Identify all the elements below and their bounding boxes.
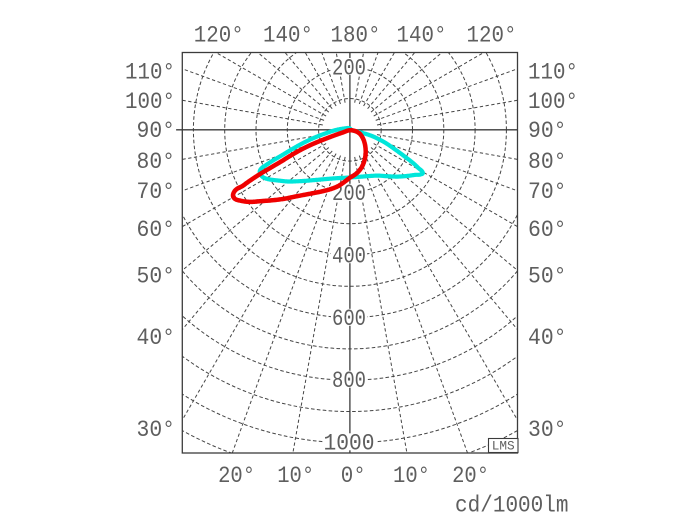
svg-text:100°: 100° — [125, 89, 175, 115]
svg-text:600: 600 — [332, 306, 366, 332]
svg-text:60°: 60° — [528, 217, 567, 243]
svg-text:140°: 140° — [397, 22, 447, 48]
svg-text:110°: 110° — [125, 59, 175, 85]
svg-text:60°: 60° — [137, 217, 176, 243]
svg-text:80°: 80° — [137, 149, 176, 175]
svg-text:70°: 70° — [528, 179, 567, 205]
svg-text:80°: 80° — [528, 149, 567, 175]
svg-text:20°: 20° — [452, 463, 489, 489]
svg-text:30°: 30° — [137, 417, 176, 443]
svg-text:0°: 0° — [341, 463, 366, 489]
svg-text:200: 200 — [332, 55, 366, 81]
svg-text:20°: 20° — [218, 463, 255, 489]
svg-text:180°: 180° — [331, 22, 381, 48]
svg-text:10°: 10° — [393, 463, 430, 489]
svg-text:cd/1000lm: cd/1000lm — [455, 493, 569, 519]
svg-text:120°: 120° — [467, 22, 517, 48]
svg-text:40°: 40° — [528, 325, 567, 351]
svg-text:50°: 50° — [137, 264, 176, 290]
svg-text:30°: 30° — [528, 417, 567, 443]
svg-text:90°: 90° — [137, 118, 176, 144]
svg-text:40°: 40° — [137, 325, 176, 351]
svg-text:100°: 100° — [528, 89, 578, 115]
svg-text:90°: 90° — [528, 118, 567, 144]
svg-text:400: 400 — [332, 244, 366, 270]
svg-text:800: 800 — [332, 368, 366, 394]
svg-text:70°: 70° — [137, 179, 176, 205]
svg-text:120°: 120° — [194, 22, 244, 48]
svg-text:140°: 140° — [263, 22, 313, 48]
svg-text:50°: 50° — [528, 264, 567, 290]
svg-text:110°: 110° — [528, 59, 578, 85]
svg-text:LMS: LMS — [492, 439, 515, 454]
svg-text:10°: 10° — [277, 463, 314, 489]
svg-text:1000: 1000 — [324, 431, 375, 457]
